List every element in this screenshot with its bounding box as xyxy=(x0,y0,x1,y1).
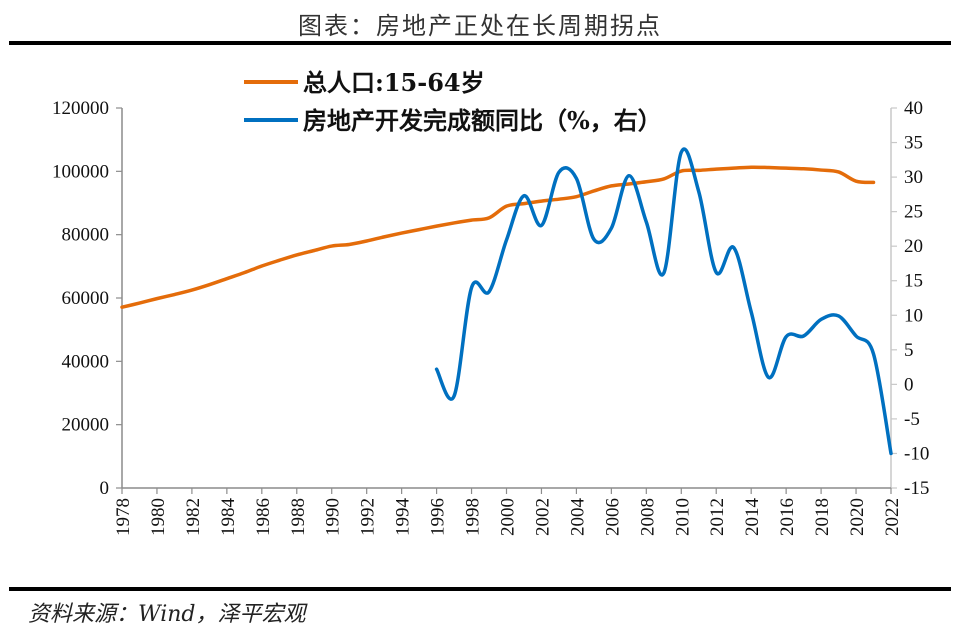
legend-label: 总人口:15-64岁 xyxy=(303,68,485,97)
x-axis-tick-label: 1994 xyxy=(393,498,414,537)
x-axis-tick-label: 2008 xyxy=(637,498,658,536)
x-axis-tick-label: 1992 xyxy=(358,498,379,536)
x-axis-tick-label: 1978 xyxy=(113,498,134,536)
x-axis-tick-label: 2000 xyxy=(498,498,519,536)
x-axis-tick-label: 1982 xyxy=(183,498,204,536)
left-axis-tick-label: 120000 xyxy=(52,98,109,119)
x-axis-tick-label: 1990 xyxy=(323,498,344,536)
left-axis-tick-label: 0 xyxy=(100,478,110,499)
left-axis-tick-label: 80000 xyxy=(62,225,110,246)
x-axis-tick-label: 1988 xyxy=(288,498,309,536)
right-axis-tick-label: 5 xyxy=(904,340,914,361)
right-axis-tick-label: 20 xyxy=(904,236,923,257)
x-axis-tick-label: 1998 xyxy=(463,498,484,536)
right-axis-tick-label: -10 xyxy=(904,443,929,464)
x-axis-tick-label: 2016 xyxy=(777,498,798,536)
population-15-64-line xyxy=(120,165,876,309)
left-axis-tick-label: 20000 xyxy=(62,415,110,436)
source-note: 资料来源：Wind，泽平宏观 xyxy=(28,602,306,627)
left-axis-tick-label: 60000 xyxy=(62,288,110,309)
series-lines xyxy=(120,147,893,456)
right-axis-tick-label: 10 xyxy=(904,305,923,326)
x-axis-tick-label: 2018 xyxy=(812,498,833,536)
chart-title: 图表：房地产正处在长周期拐点 xyxy=(298,12,662,40)
right-axis-tick-label: 0 xyxy=(904,374,914,395)
x-axis-tick-label: 2014 xyxy=(742,498,763,537)
bottom-divider xyxy=(9,587,951,591)
right-axis-tick-label: -15 xyxy=(904,478,929,499)
x-axis-tick-label: 2012 xyxy=(707,498,728,536)
x-axis-tick-label: 1996 xyxy=(428,498,449,536)
x-axis-tick-label: 2020 xyxy=(847,498,868,536)
legend-label: 房地产开发完成额同比（%，右） xyxy=(303,106,662,135)
x-axis-tick-label: 1986 xyxy=(253,498,274,536)
x-axis-tick-label: 2010 xyxy=(672,498,693,536)
right-axis-tick-label: 15 xyxy=(904,271,923,292)
x-axis-tick-label: 2022 xyxy=(882,498,903,536)
top-divider xyxy=(9,41,951,45)
axes: 020000400006000080000100000120000-15-10-… xyxy=(52,98,929,536)
left-axis-tick-label: 40000 xyxy=(62,351,110,372)
x-axis-tick-label: 2006 xyxy=(602,498,623,536)
right-axis-tick-label: -5 xyxy=(904,409,920,430)
right-axis-tick-label: 25 xyxy=(904,202,923,223)
x-axis-tick-label: 2004 xyxy=(567,498,588,537)
x-axis-tick-label: 1984 xyxy=(218,498,239,537)
x-axis-tick-label: 1980 xyxy=(148,498,169,536)
left-axis-tick-label: 100000 xyxy=(52,161,109,182)
real-estate-investment-yoy-line xyxy=(434,147,893,456)
right-axis-tick-label: 40 xyxy=(904,98,923,119)
x-axis-tick-label: 2002 xyxy=(532,498,553,536)
right-axis-tick-label: 35 xyxy=(904,133,923,154)
right-axis-tick-label: 30 xyxy=(904,167,923,188)
